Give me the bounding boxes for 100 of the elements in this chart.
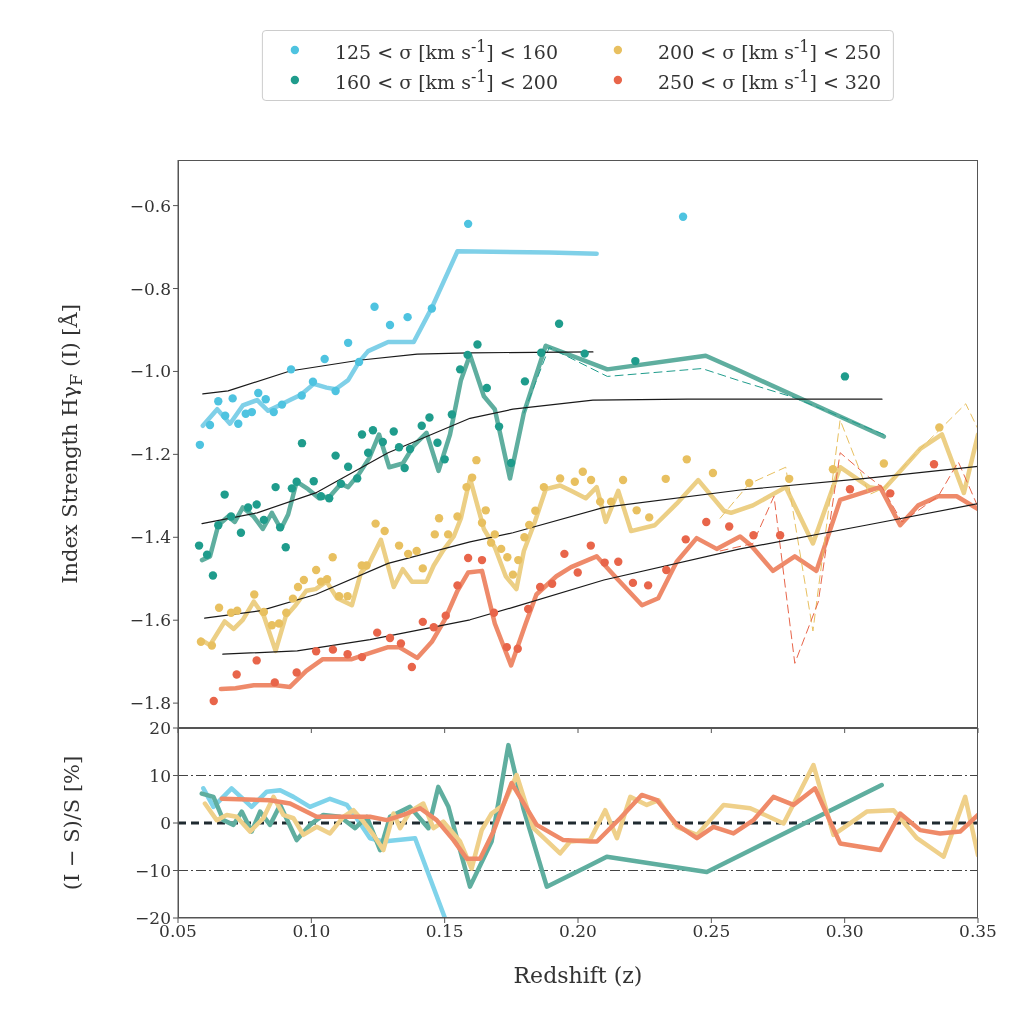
point <box>441 611 450 620</box>
line-series <box>222 503 978 655</box>
point <box>385 320 395 330</box>
point <box>520 377 530 386</box>
point <box>331 386 340 396</box>
point <box>287 484 297 493</box>
point <box>336 479 346 488</box>
point <box>427 304 437 313</box>
point <box>316 492 326 501</box>
point <box>643 581 653 590</box>
point <box>259 515 269 525</box>
point <box>195 440 205 450</box>
point <box>453 581 462 590</box>
legend-label: 160 < σ [km s$^{-1}$] < 200 <box>334 67 558 94</box>
point <box>403 312 412 322</box>
point <box>662 565 671 575</box>
point <box>194 541 204 550</box>
point <box>681 535 690 544</box>
point <box>389 427 398 436</box>
line-series <box>202 351 594 395</box>
point <box>214 397 223 406</box>
point <box>678 212 688 221</box>
y-axis-title: (I − S)/S [%] <box>60 755 84 891</box>
point <box>370 302 379 311</box>
point <box>407 662 417 672</box>
point <box>308 377 318 387</box>
point <box>775 531 785 540</box>
point <box>354 357 364 367</box>
point <box>554 319 564 328</box>
point <box>221 411 230 421</box>
point <box>228 394 237 403</box>
point <box>214 521 223 530</box>
point <box>328 645 338 654</box>
point <box>234 419 243 428</box>
point <box>394 443 404 452</box>
point <box>586 541 595 550</box>
point <box>929 460 939 469</box>
point <box>463 350 472 360</box>
line-series <box>523 346 885 435</box>
point <box>473 340 482 349</box>
point <box>580 349 589 358</box>
point <box>343 462 353 471</box>
line-series <box>719 403 978 632</box>
point <box>292 477 301 486</box>
line-series <box>200 248 599 429</box>
line-series <box>218 484 978 692</box>
y-tick-label: −10 <box>135 860 171 881</box>
y-tick-label: −1.4 <box>129 527 171 548</box>
point <box>502 642 511 652</box>
x-axis-title: Redshift (z) <box>513 963 643 988</box>
point <box>209 696 218 706</box>
point <box>600 558 609 567</box>
point <box>270 678 279 687</box>
point <box>494 422 504 431</box>
x-tick-label: 0.30 <box>825 921 864 942</box>
point <box>429 623 438 632</box>
x-tick-label: 0.15 <box>425 921 464 942</box>
point <box>252 500 261 509</box>
point <box>725 522 734 531</box>
point <box>749 531 758 540</box>
point <box>254 388 263 398</box>
x-tick-label: 0.25 <box>692 921 731 942</box>
point <box>560 549 569 559</box>
point <box>418 617 427 627</box>
point <box>292 668 301 677</box>
line-series <box>204 465 978 619</box>
point <box>547 579 557 588</box>
point <box>261 395 270 404</box>
point <box>343 338 353 348</box>
line-series <box>201 398 883 525</box>
point <box>357 652 367 662</box>
y-tick-label: 0 <box>160 813 171 834</box>
point <box>447 410 457 419</box>
point <box>523 604 533 614</box>
point <box>482 383 491 393</box>
point <box>628 578 638 588</box>
point <box>236 528 246 537</box>
line-series <box>719 452 978 664</box>
line-series <box>219 780 978 861</box>
point <box>286 365 296 374</box>
point <box>281 543 290 552</box>
y-tick-label: −0.6 <box>129 195 171 216</box>
point <box>385 633 395 643</box>
point <box>425 413 434 422</box>
y-tick-label: 20 <box>149 718 171 739</box>
line-series <box>199 343 887 563</box>
point <box>631 356 640 366</box>
point <box>343 650 352 659</box>
point <box>840 372 850 381</box>
point <box>378 437 387 447</box>
point <box>208 571 218 580</box>
point <box>535 582 545 592</box>
y-tick-label: −1.8 <box>129 693 171 714</box>
point <box>243 503 253 512</box>
point <box>353 474 362 483</box>
point <box>702 517 711 527</box>
point <box>269 407 278 417</box>
point <box>400 463 409 473</box>
point <box>463 553 473 563</box>
point <box>277 400 287 409</box>
